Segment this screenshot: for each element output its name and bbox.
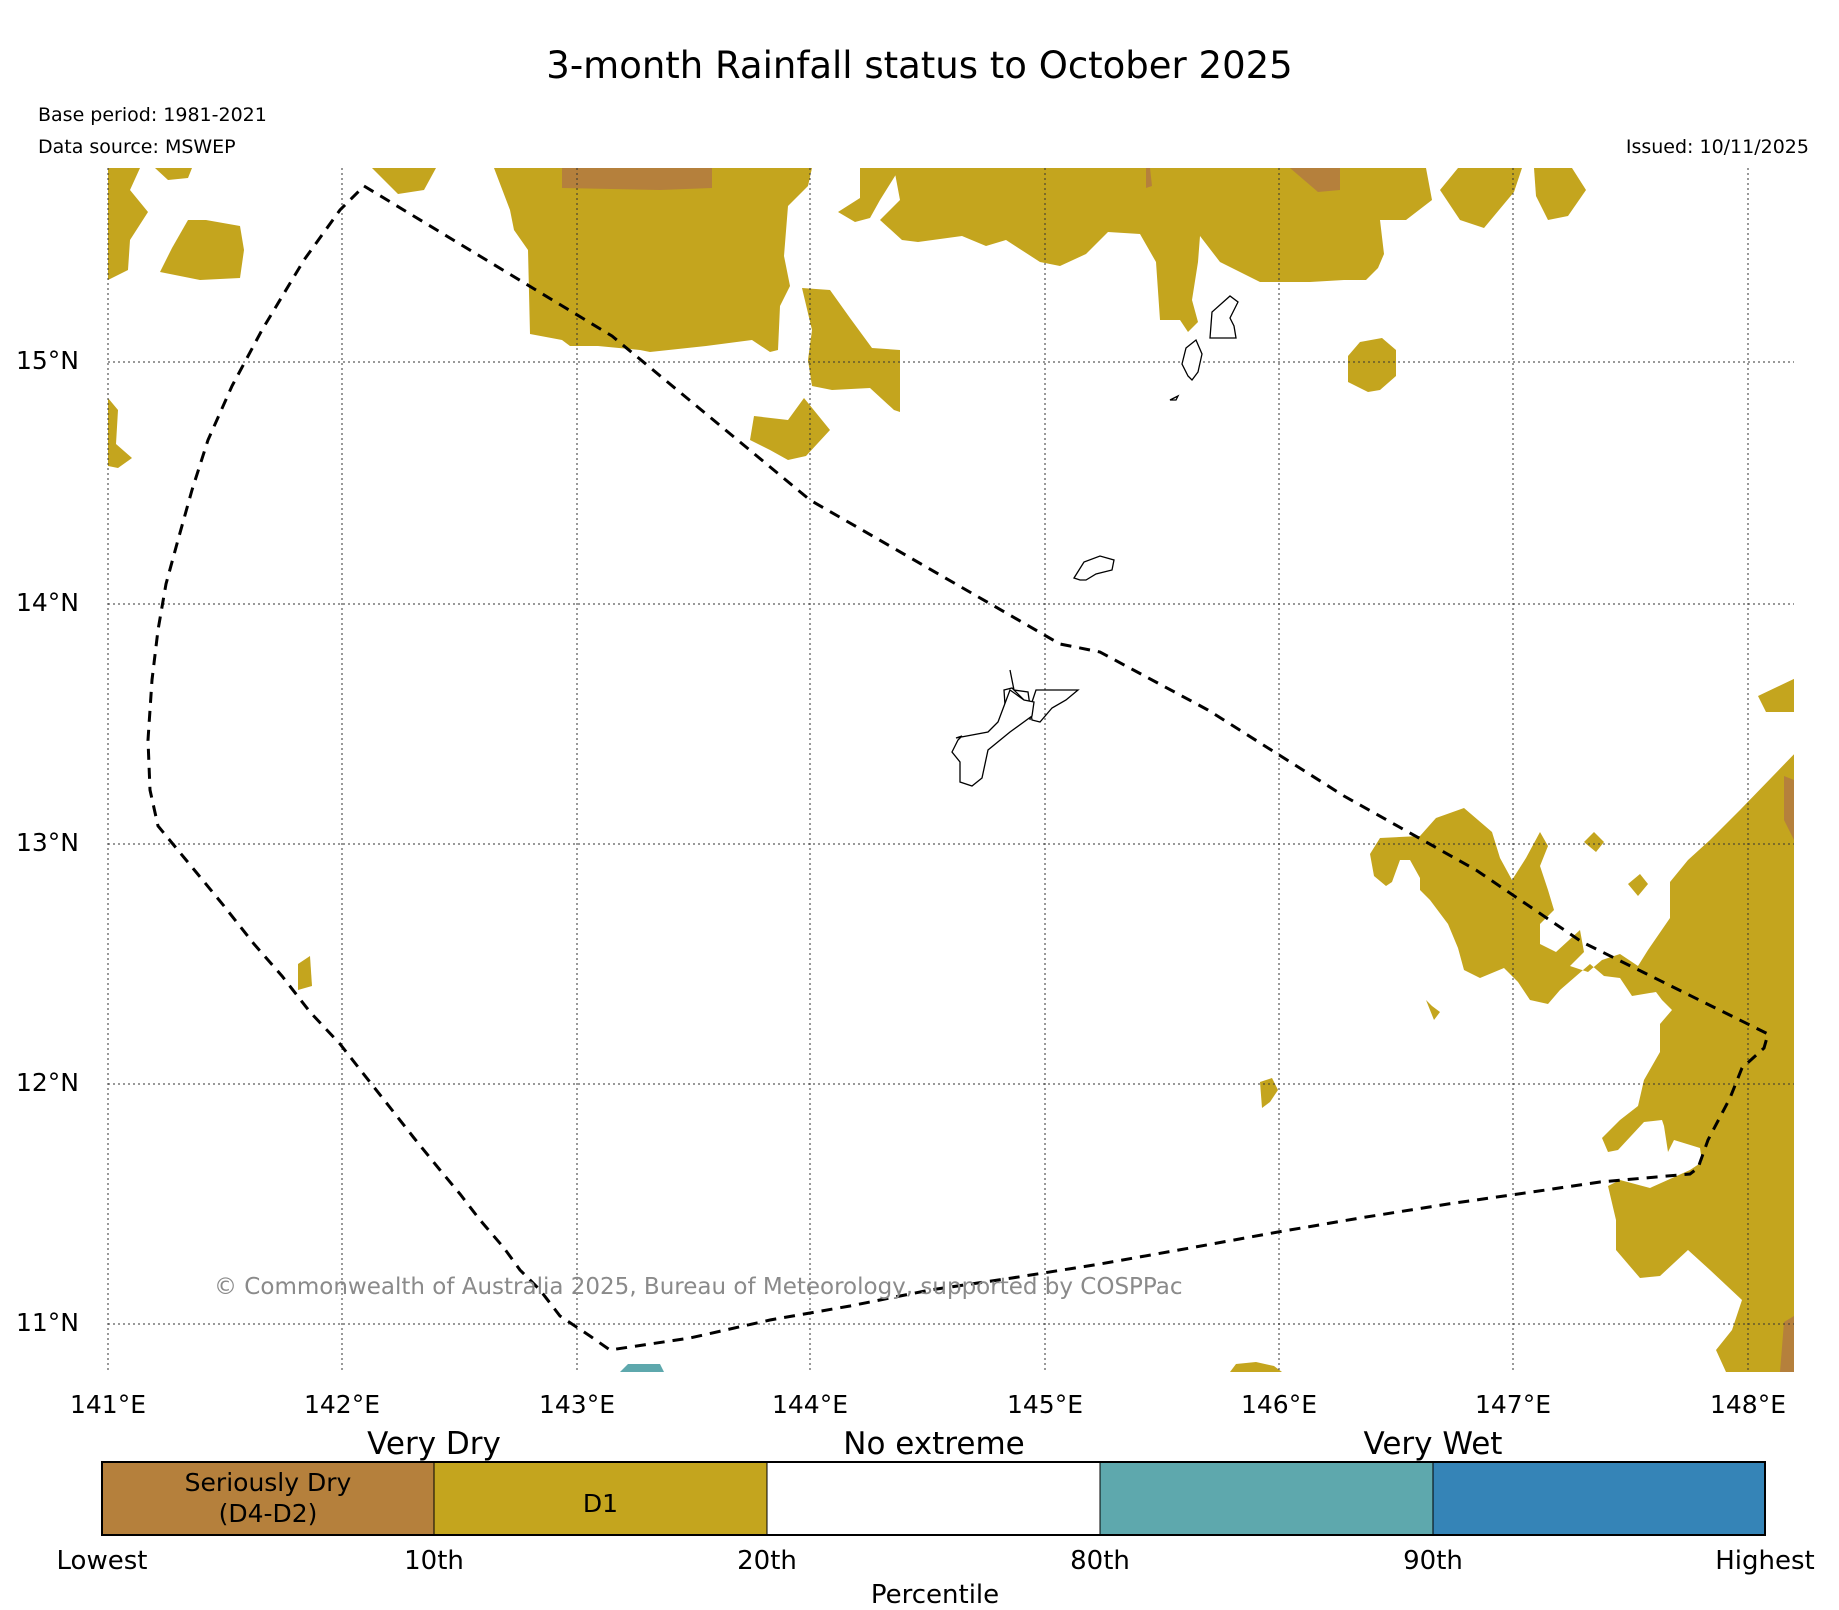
legend-swatch-seriously-dry xyxy=(102,1462,434,1535)
legend-heading-very-wet: Very Wet xyxy=(1363,1426,1503,1462)
legend-label-d1: D1 xyxy=(582,1489,619,1518)
issued-date: Issued: 10/11/2025 xyxy=(1625,136,1809,158)
lon-label-141e: 141°E xyxy=(69,1390,147,1419)
lat-label-11n: 11°N xyxy=(16,1308,80,1337)
lon-label-148e: 148°E xyxy=(1709,1390,1787,1419)
legend-heading-very-dry: Very Dry xyxy=(367,1426,501,1462)
lat-label-13n: 13°N xyxy=(16,828,80,857)
gridlines xyxy=(107,168,1794,1372)
lon-label-144e: 144°E xyxy=(771,1390,849,1419)
legend-swatch-very-wet xyxy=(1100,1462,1433,1535)
legend-label-line: Seriously Dry xyxy=(184,1468,352,1497)
percentile-20th: 20th xyxy=(737,1546,797,1576)
lon-label-143e: 143°E xyxy=(538,1390,616,1419)
lon-label-146e: 146°E xyxy=(1240,1390,1318,1419)
lon-label-147e: 147°E xyxy=(1474,1390,1552,1419)
percentile-10th: 10th xyxy=(404,1546,464,1576)
very-wet-regions xyxy=(620,1364,664,1372)
legend-swatch-d1 xyxy=(434,1462,767,1535)
seriously-dry-regions xyxy=(562,168,1794,1372)
percentile-highest: Highest xyxy=(1715,1546,1815,1576)
lat-label-15n: 15°N xyxy=(16,346,80,375)
base-period-note: Base period: 1981-2021 xyxy=(38,104,267,126)
lon-label-142e: 142°E xyxy=(303,1390,381,1419)
data-source-note: Data source: MSWEP xyxy=(38,136,236,158)
legend-label-seriously-dry: Seriously Dry (D4-D2) xyxy=(102,1467,434,1529)
percentile-90th: 90th xyxy=(1403,1546,1463,1576)
legend-swatch-highest xyxy=(1433,1462,1765,1535)
legend-colorbar xyxy=(101,1461,1766,1536)
legend-swatch-no-extreme xyxy=(767,1462,1100,1535)
copyright-notice: © Commonwealth of Australia 2025, Bureau… xyxy=(214,1274,1183,1300)
percentile-lowest: Lowest xyxy=(56,1546,148,1576)
lon-label-145e: 145°E xyxy=(1006,1390,1084,1419)
lat-label-12n: 12°N xyxy=(16,1068,80,1097)
legend-heading-no-extreme: No extreme xyxy=(843,1426,1025,1462)
map-title: 3-month Rainfall status to October 2025 xyxy=(546,44,1293,87)
lat-label-14n: 14°N xyxy=(16,588,80,617)
eez-boundary xyxy=(146,184,1770,1352)
percentile-axis-title: Percentile xyxy=(870,1580,1000,1610)
legend-label-line: (D4-D2) xyxy=(218,1499,318,1528)
percentile-80th: 80th xyxy=(1070,1546,1130,1576)
island-outlines xyxy=(951,295,1239,787)
